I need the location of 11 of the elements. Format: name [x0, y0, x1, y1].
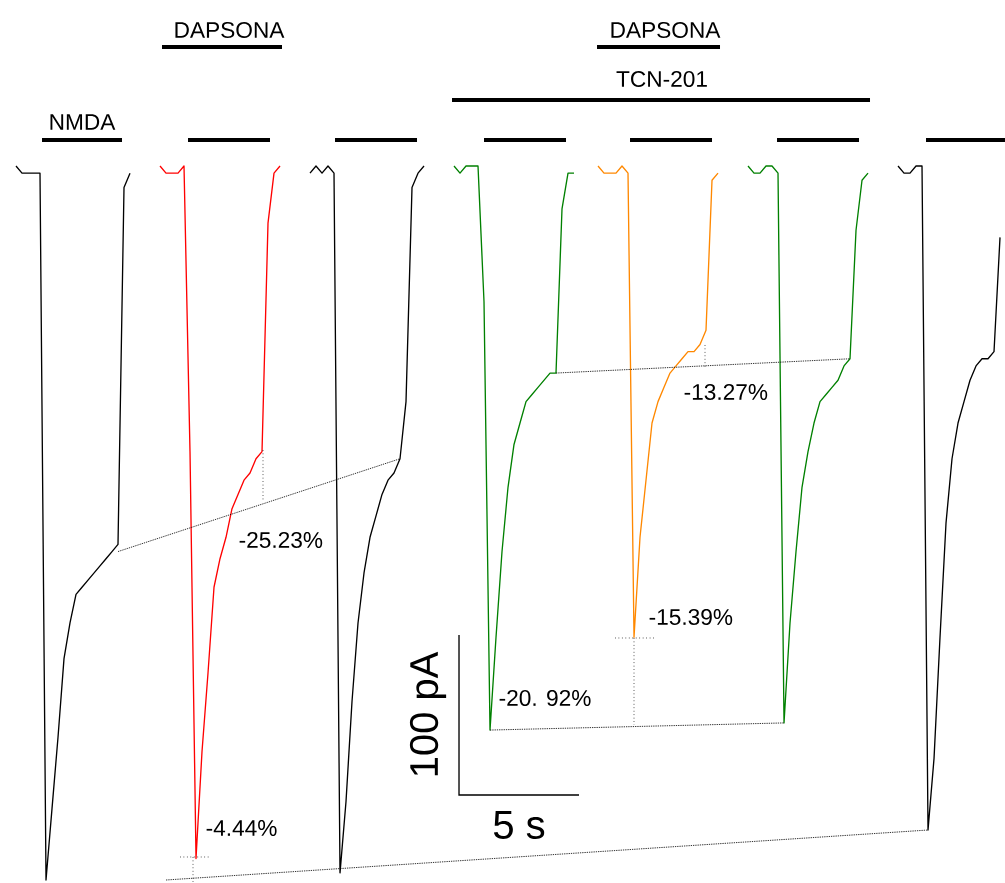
annotation: -20. 92% — [499, 689, 591, 707]
annotation: -15.39% — [649, 608, 733, 626]
text: DAPSONA — [175, 21, 285, 39]
text: NMDA — [50, 114, 116, 130]
annotation: 5 s — [493, 811, 545, 839]
annotation: 100 pA — [409, 651, 447, 776]
annotation: -13.27% — [684, 383, 768, 401]
annotation: -25.23% — [239, 531, 323, 549]
text: DAPSONA — [611, 21, 721, 39]
text: TCN-201 — [616, 70, 707, 88]
annotation: -4.44% — [206, 820, 277, 836]
